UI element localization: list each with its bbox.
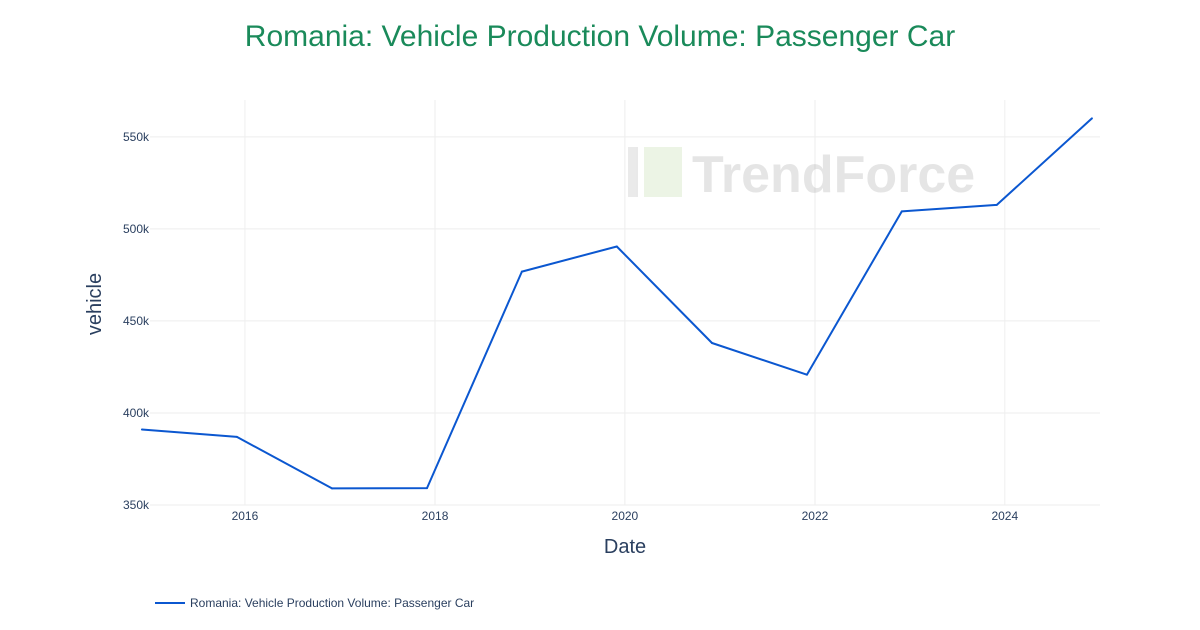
x-axis-ticks: 2016 2018 2020 2022 2024 (232, 509, 1019, 523)
data-point[interactable] (615, 245, 618, 248)
data-point[interactable] (140, 428, 143, 431)
x-axis-label: Date (604, 536, 646, 558)
x-tick-label: 2016 (232, 509, 259, 523)
x-tick-label: 2020 (612, 509, 639, 523)
data-point[interactable] (995, 203, 998, 206)
x-tick-label: 2018 (422, 509, 449, 523)
y-tick-label: 400k (123, 406, 150, 420)
y-axis-label: vehicle (84, 273, 106, 335)
legend[interactable]: Romania: Vehicle Production Volume: Pass… (155, 596, 474, 610)
data-point[interactable] (710, 342, 713, 344)
watermark-logo-bar (628, 147, 638, 197)
data-point[interactable] (520, 270, 523, 273)
y-axis-ticks: 350k 400k 450k 500k 550k (123, 130, 150, 512)
data-point[interactable] (235, 435, 238, 438)
x-tick-label: 2024 (991, 509, 1018, 523)
data-point[interactable] (331, 487, 334, 490)
data-point[interactable] (1090, 117, 1093, 120)
y-tick-label: 450k (123, 314, 150, 328)
legend-label: Romania: Vehicle Production Volume: Pass… (190, 596, 475, 610)
watermark-text: TrendForce (692, 146, 975, 204)
y-tick-label: 500k (123, 222, 150, 236)
series-layer (140, 117, 1093, 490)
chart-title: Romania: Vehicle Production Volume: Pass… (244, 20, 956, 53)
legend-line-swatch (155, 602, 185, 604)
data-point[interactable] (425, 487, 428, 490)
y-tick-label: 350k (123, 498, 150, 512)
y-tick-label: 550k (123, 130, 150, 144)
x-tick-label: 2022 (802, 509, 829, 523)
grid-lines (150, 100, 1100, 506)
trendforce-watermark: TrendForce (628, 146, 975, 204)
watermark-logo-block (644, 147, 682, 197)
data-point[interactable] (805, 373, 808, 376)
data-point[interactable] (900, 210, 903, 213)
